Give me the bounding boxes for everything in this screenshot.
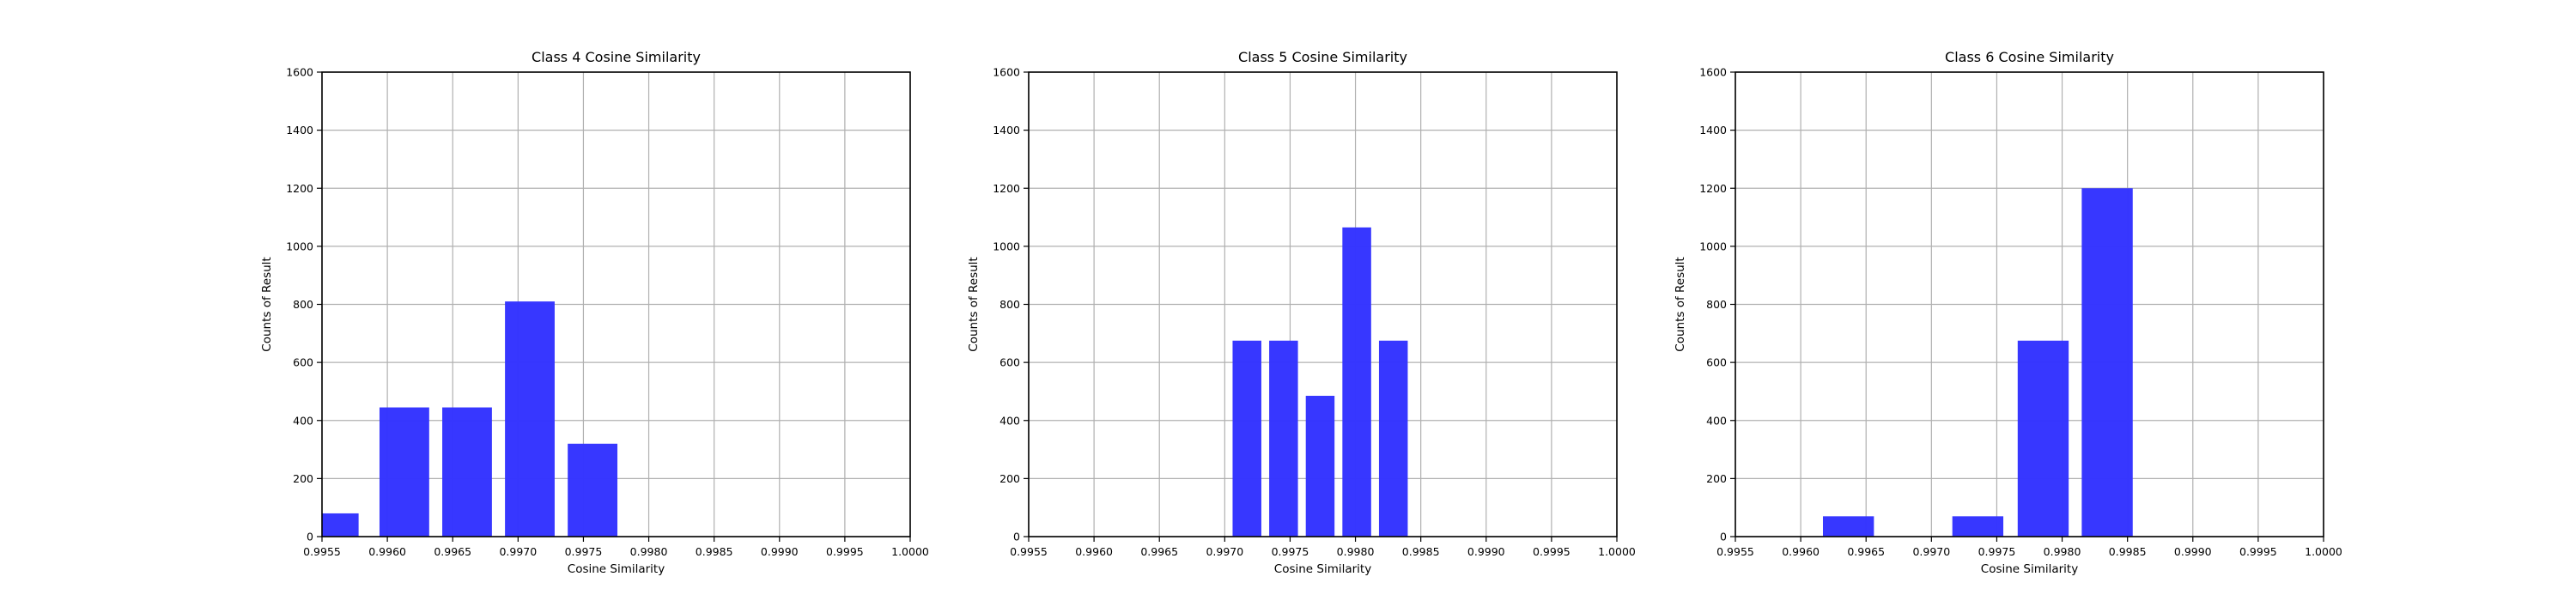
x-tick-label: 0.9970	[1912, 545, 1950, 558]
x-tick-label: 0.9985	[696, 545, 733, 558]
x-tick-label: 0.9965	[1847, 545, 1885, 558]
y-tick-label: 0	[1013, 531, 1020, 543]
x-tick-label: 0.9955	[1010, 545, 1048, 558]
bar	[1822, 516, 1874, 537]
x-tick-label: 0.9970	[1206, 545, 1243, 558]
y-tick-label: 1600	[1699, 66, 1727, 79]
y-tick-label: 800	[999, 298, 1020, 311]
x-tick-label: 0.9980	[630, 545, 668, 558]
x-tick-label: 0.9965	[1140, 545, 1178, 558]
bar	[322, 513, 359, 537]
y-axis-label: Counts of Result	[967, 257, 981, 351]
x-axis-label: Cosine Similarity	[568, 562, 665, 576]
y-tick-label: 400	[1706, 414, 1727, 427]
y-tick-label: 600	[999, 356, 1020, 369]
y-tick-label: 600	[293, 356, 313, 369]
x-tick-label: 0.9990	[2174, 545, 2212, 558]
y-tick-label: 400	[293, 414, 313, 427]
y-tick-label: 400	[999, 414, 1020, 427]
bar	[1269, 340, 1298, 537]
y-tick-label: 600	[1706, 356, 1727, 369]
x-tick-label: 0.9960	[368, 545, 406, 558]
x-tick-label: 1.0000	[1598, 545, 1636, 558]
x-tick-label: 0.9960	[1782, 545, 1820, 558]
x-tick-label: 0.9965	[434, 545, 471, 558]
x-tick-label: 0.9995	[1533, 545, 1571, 558]
x-tick-label: 0.9995	[826, 545, 864, 558]
y-tick-label: 200	[999, 472, 1020, 485]
x-tick-label: 0.9955	[1716, 545, 1754, 558]
x-tick-label: 0.9985	[1402, 545, 1440, 558]
y-tick-label: 1400	[1699, 124, 1727, 137]
bar	[505, 301, 555, 537]
x-tick-label: 0.9970	[499, 545, 537, 558]
y-tick-label: 1000	[993, 240, 1020, 252]
x-axis-label: Cosine Similarity	[1274, 562, 1371, 576]
chart-panel-1: 0.9955 0.9960 0.9965 0.9970 0.9975 0.9980 0.99…	[967, 49, 1636, 576]
y-tick-label: 1400	[993, 124, 1020, 137]
bar	[2017, 340, 2069, 537]
x-tick-label: 0.9980	[1337, 545, 1375, 558]
y-tick-label: 0	[1720, 531, 1727, 543]
x-tick-label: 0.9995	[2239, 545, 2277, 558]
x-tick-label: 0.9975	[1272, 545, 1309, 558]
y-tick-label: 200	[1706, 472, 1727, 485]
y-tick-label: 800	[1706, 298, 1727, 311]
x-tick-label: 0.9980	[2044, 545, 2081, 558]
bar	[442, 407, 492, 537]
chart-panel-2: 0.9955 0.9960 0.9965 0.9970 0.9975 0.9980 0.99…	[1674, 49, 2342, 576]
y-tick-label: 1000	[1699, 240, 1727, 252]
x-tick-label: 0.9960	[1075, 545, 1113, 558]
bar	[1305, 396, 1335, 537]
bar	[568, 443, 618, 537]
y-axis-label: Counts of Result	[260, 257, 274, 351]
bar	[1232, 340, 1261, 537]
y-tick-label: 1600	[993, 66, 1020, 79]
chart-panel-0: 0.9955 0.9960 0.9965 0.9970 0.9975 0.9980 0.99…	[260, 49, 929, 576]
x-tick-label: 1.0000	[2305, 545, 2342, 558]
x-tick-label: 0.9955	[303, 545, 341, 558]
chart-title: Class 4 Cosine Similarity	[532, 49, 701, 65]
bar	[2081, 188, 2133, 537]
chart-title: Class 5 Cosine Similarity	[1238, 49, 1407, 65]
y-tick-label: 1000	[286, 240, 313, 252]
y-tick-label: 1400	[286, 124, 313, 137]
y-tick-label: 0	[307, 531, 313, 543]
bar	[379, 407, 429, 537]
x-axis-label: Cosine Similarity	[1981, 562, 2078, 576]
y-tick-label: 200	[293, 472, 313, 485]
chart-title: Class 6 Cosine Similarity	[1945, 49, 2114, 65]
bar	[1378, 340, 1408, 537]
y-tick-label: 1200	[1699, 182, 1727, 195]
x-tick-label: 0.9990	[761, 545, 799, 558]
x-tick-label: 1.0000	[891, 545, 929, 558]
y-tick-label: 800	[293, 298, 313, 311]
x-tick-label: 0.9975	[1978, 545, 2016, 558]
y-tick-label: 1200	[993, 182, 1020, 195]
bar	[1342, 227, 1371, 537]
y-tick-label: 1600	[286, 66, 313, 79]
bar	[1952, 516, 2004, 537]
x-tick-label: 0.9990	[1467, 545, 1505, 558]
y-tick-label: 1200	[286, 182, 313, 195]
x-tick-label: 0.9975	[565, 545, 603, 558]
y-axis-label: Counts of Result	[1674, 257, 1687, 351]
x-tick-label: 0.9985	[2109, 545, 2147, 558]
